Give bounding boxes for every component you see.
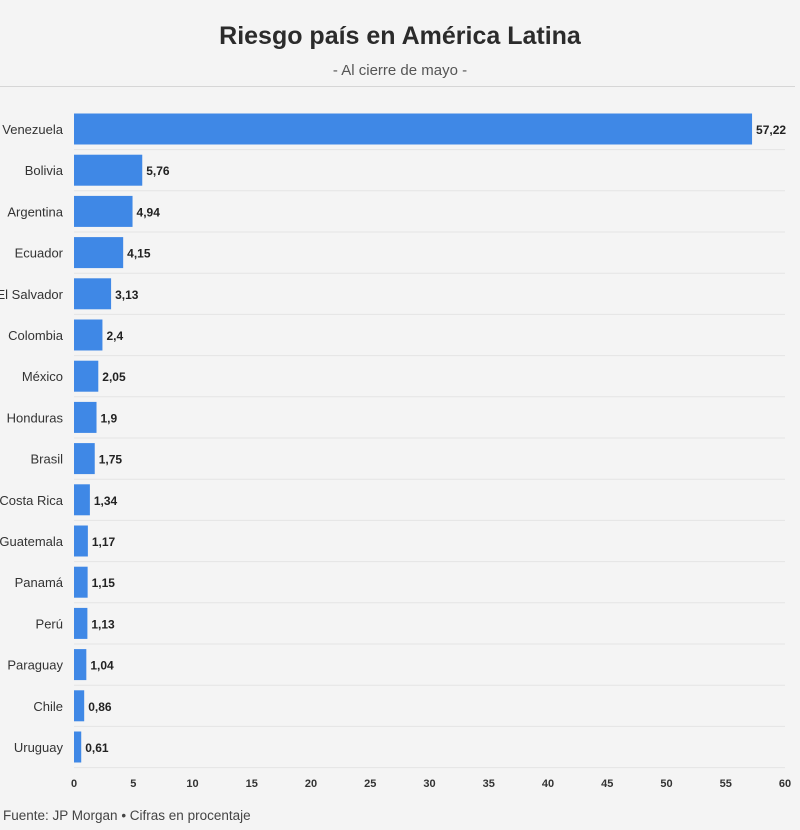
category-label: El Salvador xyxy=(0,287,64,302)
category-label: Bolivia xyxy=(25,163,64,178)
category-label: Costa Rica xyxy=(0,493,64,508)
value-label: 4,15 xyxy=(127,247,151,261)
bar xyxy=(74,484,90,516)
category-label: Uruguay xyxy=(14,740,64,755)
value-label: 1,13 xyxy=(91,617,115,631)
bar xyxy=(74,195,133,227)
x-tick-label: 25 xyxy=(364,778,376,790)
value-label: 0,61 xyxy=(85,741,109,755)
category-label: Honduras xyxy=(7,410,64,425)
value-label: 1,75 xyxy=(99,453,123,467)
category-label: Guatemala xyxy=(0,534,64,549)
bar xyxy=(74,690,85,722)
bar xyxy=(74,360,99,392)
bar xyxy=(74,113,753,145)
value-label: 0,86 xyxy=(88,700,112,714)
header-divider xyxy=(0,86,795,87)
bar xyxy=(74,237,124,269)
bar xyxy=(74,525,88,557)
x-tick-label: 45 xyxy=(601,778,613,790)
bar xyxy=(74,443,95,475)
bar xyxy=(74,731,82,763)
value-label: 5,76 xyxy=(146,164,170,178)
x-tick-label: 30 xyxy=(423,778,435,790)
category-label: Paraguay xyxy=(7,658,63,673)
x-tick-label: 35 xyxy=(483,778,495,790)
x-tick-label: 40 xyxy=(542,778,554,790)
bar-chart: Venezuela 57,22 Bolivia 5,76 Argentina 4,94 Ec… xyxy=(0,113,791,790)
category-label: Ecuador xyxy=(15,246,64,261)
category-label: Chile xyxy=(33,699,63,714)
x-tick-label: 15 xyxy=(246,778,258,790)
category-label: Panamá xyxy=(15,575,64,590)
chart-source-note: Fuente: JP Morgan • Cifras en procentaje xyxy=(3,808,251,823)
bar xyxy=(74,566,88,598)
x-tick-label: 20 xyxy=(305,778,317,790)
category-label: Venezuela xyxy=(2,122,63,137)
x-tick-label: 5 xyxy=(130,778,136,790)
x-tick-label: 10 xyxy=(186,778,198,790)
x-tick-label: 50 xyxy=(660,778,672,790)
value-label: 1,17 xyxy=(92,535,116,549)
category-label: México xyxy=(22,369,63,384)
x-tick-label: 60 xyxy=(779,778,791,790)
bar xyxy=(74,319,103,351)
bar xyxy=(74,154,143,186)
bar xyxy=(74,278,112,310)
bar xyxy=(74,649,87,681)
value-label: 1,34 xyxy=(94,494,118,508)
value-label: 2,4 xyxy=(106,329,123,343)
bar xyxy=(74,401,97,433)
category-label: Colombia xyxy=(8,328,64,343)
x-tick-label: 55 xyxy=(720,778,732,790)
bar xyxy=(74,607,88,639)
value-label: 4,94 xyxy=(137,205,161,219)
value-label: 2,05 xyxy=(102,370,126,384)
category-label: Argentina xyxy=(7,204,63,219)
value-label: 1,04 xyxy=(90,659,114,673)
chart-title: Riesgo país en América Latina xyxy=(219,22,581,50)
value-label: 3,13 xyxy=(115,288,139,302)
value-label: 1,9 xyxy=(101,411,118,425)
x-tick-label: 0 xyxy=(71,778,77,790)
value-label: 57,22 xyxy=(756,123,786,137)
chart-subtitle: - Al cierre de mayo - xyxy=(332,62,468,79)
category-label: Perú xyxy=(36,616,63,631)
value-label: 1,15 xyxy=(92,576,116,590)
category-label: Brasil xyxy=(30,452,63,467)
